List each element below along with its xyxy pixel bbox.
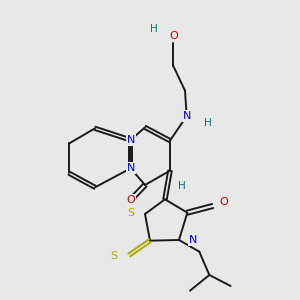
Text: N: N [127, 135, 135, 145]
Text: O: O [169, 31, 178, 41]
Text: N: N [127, 163, 135, 173]
Text: N: N [182, 111, 191, 121]
Text: O: O [220, 197, 228, 207]
Text: N: N [189, 235, 197, 245]
Text: O: O [126, 195, 135, 205]
Text: H: H [178, 181, 185, 191]
Text: H: H [205, 118, 212, 128]
Text: H: H [150, 24, 158, 34]
Text: S: S [128, 208, 135, 218]
Text: S: S [110, 251, 118, 261]
